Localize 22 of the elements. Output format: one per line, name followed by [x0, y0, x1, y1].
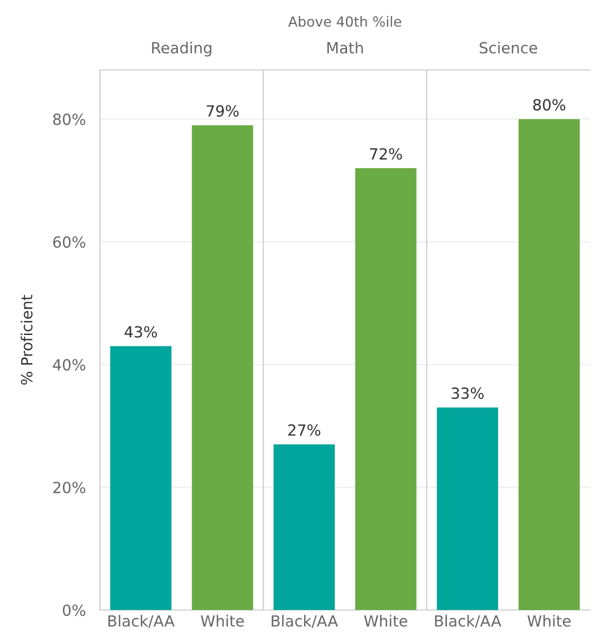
y-tick-label: 60% — [53, 236, 86, 248]
x-tick-label: Black/AA — [435, 614, 502, 628]
data-label: 43% — [124, 326, 157, 338]
y-tick-label: 80% — [53, 114, 86, 126]
data-label: 33% — [452, 387, 484, 399]
x-tick-label: Black/AA — [272, 614, 338, 628]
chart-subtitle: Math — [327, 42, 363, 54]
chart-subtitle: Reading — [152, 42, 212, 56]
x-tick-label: White — [364, 614, 408, 627]
x-tick-label: White — [200, 614, 244, 627]
data-label: 27% — [288, 424, 320, 436]
x-tick-label: White — [527, 614, 571, 627]
y-tick-label: 40% — [52, 359, 86, 371]
y-tick-label: 20% — [53, 482, 86, 494]
chart-title: Above 40th %ile — [288, 16, 402, 27]
data-label: 80% — [533, 99, 566, 111]
data-label: 72% — [370, 148, 402, 160]
y-tick-label: 0% — [62, 604, 86, 616]
x-tick-label: Black/AA — [108, 614, 175, 628]
data-label: 79% — [206, 105, 239, 117]
y-axis-title: % Proficient — [20, 294, 33, 385]
chart-subtitle: Science — [480, 42, 538, 54]
